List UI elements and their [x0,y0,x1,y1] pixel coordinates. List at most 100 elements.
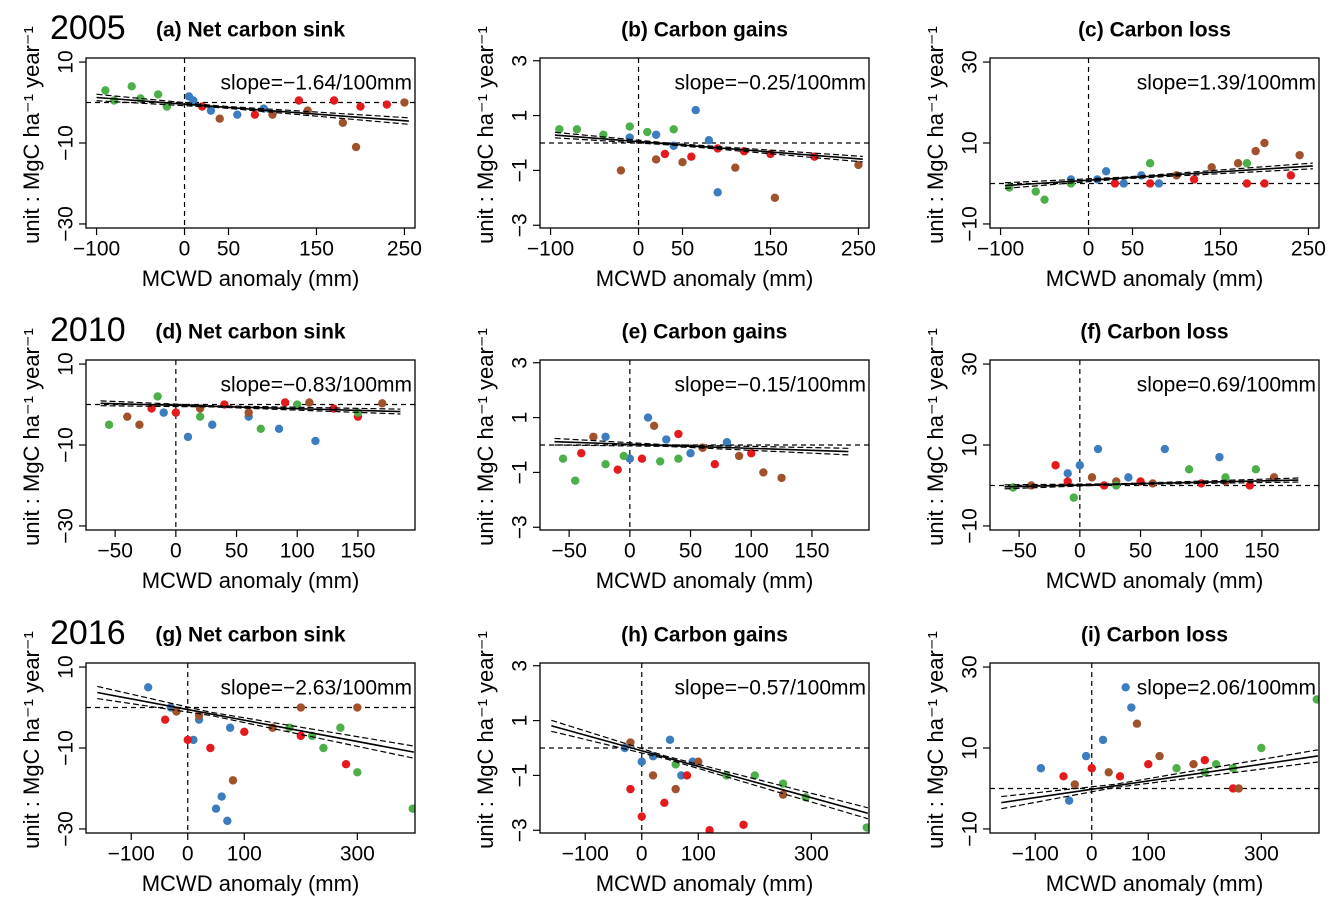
panel-title: (h) Carbon gains [621,624,788,647]
y-tick-label: 3 [509,357,532,369]
point [408,804,415,813]
y-tick-label: −3 [509,515,532,539]
x-tick-label: 300 [1244,843,1279,866]
points [554,413,849,485]
point [1121,683,1130,692]
x-tick-label: −100 [1012,843,1059,866]
x-tick-label: 150 [1203,238,1238,261]
ci-lower [100,405,401,415]
point [160,715,170,724]
point [319,743,328,753]
point [329,96,339,105]
y-tick-label: −3 [509,213,532,237]
point [1124,473,1133,482]
point [739,820,748,829]
fit-line [554,134,863,160]
fit-line [551,725,869,815]
point [1269,473,1279,482]
point [1242,179,1252,188]
point [338,118,348,127]
point [1098,735,1108,745]
panel-title: (f) Carbon loss [1080,321,1228,344]
slope-annotation: slope=−0.83/100mm [221,374,412,397]
ci-lower [97,697,414,759]
x-tick-label: 0 [1083,238,1095,261]
point [329,404,338,413]
ci-upper [554,131,863,158]
x-axis-label: MCWD anomaly (mm) [142,568,360,593]
point [601,432,610,441]
point [1101,167,1111,176]
fit-line [1004,165,1313,187]
x-tick-label: 250 [841,238,876,261]
point [671,784,680,794]
x-tick-label: 0 [179,238,191,261]
point [651,130,661,139]
point [109,96,119,105]
x-tick-label: 0 [624,540,636,563]
point [705,826,714,833]
point [682,771,692,780]
point [274,424,284,434]
point [637,757,646,766]
ci-upper [554,437,849,449]
point [159,408,168,417]
point [336,723,345,732]
point [208,420,217,429]
point [1008,483,1018,492]
x-tick-label: −100 [977,238,1024,261]
year-label: 2016 [50,614,126,652]
y-tick-label: 10 [959,433,982,456]
point [228,776,238,785]
point [1069,493,1078,502]
point [296,703,306,712]
point [311,436,320,446]
point [649,421,659,431]
fit-line [100,402,401,413]
point [1115,772,1125,781]
point [731,163,740,172]
panel: (b) Carbon gains −100 0 50 150 250 −3 −1 1 3 MCWD … [473,19,876,291]
point [1189,175,1199,184]
point [1154,179,1164,188]
point [1110,179,1120,188]
point [1063,477,1072,486]
point [353,768,362,777]
point [356,102,365,111]
point [351,142,361,152]
x-tick-label: 100 [734,540,769,563]
point [1260,138,1269,148]
x-tick-label: 0 [182,843,194,866]
point [1257,743,1266,753]
point [1132,719,1142,728]
y-tick-label: −10 [55,427,78,463]
x-tick-label: 250 [387,238,422,261]
point [293,400,302,409]
point [1155,751,1164,761]
y-tick-label: 1 [509,110,532,122]
point [341,759,351,769]
point [382,100,392,109]
ci-lower [1004,168,1313,190]
panel: 2016 (g) Net carbon sink −100 0 100 300 −30 −10… [19,614,416,896]
point [648,771,658,780]
point [101,86,110,95]
point [1260,179,1269,188]
slope-annotation: slope=−0.57/100mm [675,677,866,700]
point [1242,159,1252,168]
panel: (e) Carbon gains −50 0 50 100 150 −3 −1 1 3 MCWD a… [473,321,870,593]
x-tick-label: 50 [679,540,702,563]
y-tick-label: −30 [55,508,78,544]
panel-title: (d) Net carbon sink [155,321,346,344]
point [655,457,665,466]
point [1172,764,1181,773]
point [678,157,687,167]
x-tick-label: 0 [1074,540,1086,563]
plot-frame [539,359,870,531]
panel: 2010 (d) Net carbon sink −50 0 50 100 150 −30 −1… [19,311,416,593]
fit-line [96,96,409,122]
point [1104,768,1113,777]
fit-line [97,691,415,753]
point [1145,159,1155,168]
